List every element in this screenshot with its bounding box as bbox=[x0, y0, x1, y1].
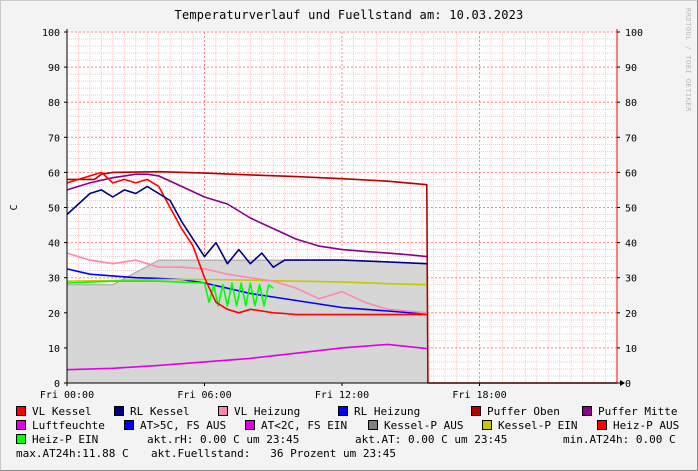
legend-swatch bbox=[245, 420, 255, 430]
legend-item: Puffer Oben bbox=[471, 405, 560, 418]
legend-row-4: max.AT24h:11.88 C akt.Fuellstand: 36 Pro… bbox=[16, 447, 696, 460]
chart-title: Temperaturverlauf und Fuellstand am: 10.… bbox=[174, 8, 524, 22]
y-tick-label-left: 70 bbox=[48, 133, 60, 144]
series-line bbox=[67, 170, 617, 384]
legend-label: VL Kessel bbox=[32, 405, 92, 418]
y-tick-label-right: 20 bbox=[625, 309, 637, 320]
x-tick-label: Fri 12:00 bbox=[315, 390, 369, 400]
legend-label: AT>5C, FS AUS bbox=[140, 419, 227, 432]
y-tick-label-right: 80 bbox=[625, 98, 637, 109]
legend-swatch bbox=[471, 406, 481, 416]
legend-item: AT>5C, FS AUS bbox=[124, 419, 226, 432]
x-tick-label: Fri 06:00 bbox=[177, 390, 231, 400]
series-line bbox=[66, 280, 274, 307]
y-tick-label-left: 30 bbox=[48, 274, 60, 285]
y-tick-label-left: 40 bbox=[48, 239, 60, 250]
watermark: RRDTOOL / TOBI OETIKER bbox=[684, 8, 692, 112]
legend-item: Heiz-P AUS bbox=[597, 419, 679, 432]
legend-item: VL Kessel bbox=[16, 405, 92, 418]
legend-label: Heiz-P AUS bbox=[613, 419, 680, 432]
x-tick-label: Fri 00:00 bbox=[40, 390, 94, 400]
legend-row-1: VL Kessel RL Kessel VL Heizung RL Heizun… bbox=[16, 405, 696, 418]
y-tick-label-right: 60 bbox=[625, 168, 637, 179]
y-tick-label-left: 100 bbox=[42, 28, 60, 39]
legend-swatch bbox=[124, 420, 134, 430]
series-line bbox=[66, 343, 427, 371]
legend-swatch bbox=[16, 406, 26, 416]
x-axis-arrow bbox=[620, 380, 625, 386]
legend-item: Luftfeuchte bbox=[16, 419, 105, 432]
legend-item: Puffer Mitte bbox=[582, 405, 677, 418]
y-tick-label-right: 0 bbox=[625, 379, 631, 390]
y-tick-label-right: 30 bbox=[625, 274, 637, 285]
y-tick-label-left: 60 bbox=[48, 168, 60, 179]
y-tick-label-right: 70 bbox=[625, 133, 637, 144]
legend-label: AT<2C, FS EIN bbox=[261, 419, 348, 432]
legend-swatch bbox=[597, 420, 607, 430]
y-tick-label-right: 40 bbox=[625, 239, 637, 250]
legend-row-3: Heiz-P EIN akt.rH: 0.00 C um 23:45 akt.A… bbox=[16, 433, 696, 446]
y-tick-label-right: 100 bbox=[625, 28, 643, 39]
y-tick-label-left: 10 bbox=[48, 344, 60, 355]
legend-swatch bbox=[16, 420, 26, 430]
legend-label: Puffer Mitte bbox=[598, 405, 678, 418]
legend-label: Kessel-P EIN bbox=[498, 419, 578, 432]
legend-swatch bbox=[368, 420, 378, 430]
legend-label: Puffer Oben bbox=[487, 405, 560, 418]
legend-swatch bbox=[582, 406, 592, 416]
legend-label: RL Heizung bbox=[354, 405, 421, 418]
legend-label: RL Kessel bbox=[130, 405, 190, 418]
legend-swatch bbox=[338, 406, 348, 416]
series-line bbox=[66, 278, 427, 286]
y-tick-label-left: 0 bbox=[54, 379, 60, 390]
legend-swatch bbox=[16, 434, 26, 444]
legend-item: RL Kessel bbox=[114, 405, 190, 418]
legend-label: Heiz-P EIN bbox=[32, 433, 99, 446]
legend-item: Heiz-P EIN bbox=[16, 433, 98, 446]
y-axis-label: C bbox=[9, 204, 20, 210]
y-tick-label-left: 50 bbox=[48, 204, 60, 215]
series-line bbox=[66, 185, 427, 269]
series-line bbox=[66, 173, 427, 258]
legend-swatch bbox=[218, 406, 228, 416]
chart: 0 0 10 10 20 20 30 30 40 40 50 50 60 60 70 70 80 80 90 90 10… bbox=[9, 28, 643, 400]
y-tick-label-left: 80 bbox=[48, 98, 60, 109]
y-tick-label-left: 90 bbox=[48, 63, 60, 74]
x-tick-label: Fri 18:00 bbox=[452, 390, 506, 400]
legend-row-2: Luftfeuchte AT>5C, FS AUS AT<2C, FS EIN … bbox=[16, 419, 696, 432]
y-tick-label-right: 50 bbox=[625, 204, 637, 215]
info-at: akt.AT: 0.00 C um 23:45 bbox=[355, 433, 508, 446]
info-max-at: max.AT24h:11.88 C bbox=[16, 447, 129, 460]
series-area bbox=[67, 260, 617, 383]
legend-label: VL Heizung bbox=[234, 405, 301, 418]
legend-swatch bbox=[482, 420, 492, 430]
legend-item: RL Heizung bbox=[338, 405, 420, 418]
info-min-at: min.AT24h: 0.00 C bbox=[563, 433, 676, 446]
series-line bbox=[66, 252, 427, 314]
y-tick-label-right: 10 bbox=[625, 344, 637, 355]
legend-item: Kessel-P EIN bbox=[482, 419, 577, 432]
legend-item: VL Heizung bbox=[218, 405, 300, 418]
legend-label: Kessel-P AUS bbox=[384, 419, 464, 432]
y-tick-label-right: 90 bbox=[625, 63, 637, 74]
legend-label: Luftfeuchte bbox=[32, 419, 105, 432]
y-tick-label-left: 20 bbox=[48, 309, 60, 320]
legend-swatch bbox=[114, 406, 124, 416]
legend-item: Kessel-P AUS bbox=[368, 419, 463, 432]
legend-item: AT<2C, FS EIN bbox=[245, 419, 347, 432]
info-fuellstand: akt.Fuellstand: 36 Prozent um 23:45 bbox=[151, 447, 397, 460]
series-line bbox=[66, 171, 427, 316]
info-rh: akt.rH: 0.00 C um 23:45 bbox=[147, 433, 300, 446]
series-line bbox=[66, 268, 427, 314]
